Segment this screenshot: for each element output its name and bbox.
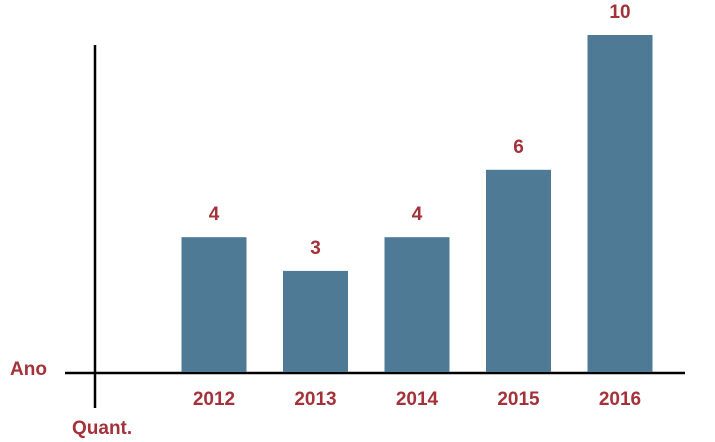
x-tick-label: 2012 bbox=[193, 389, 235, 410]
bar bbox=[181, 237, 247, 372]
x-tick-label: 2014 bbox=[396, 389, 439, 410]
bar bbox=[587, 35, 653, 372]
value-label: 4 bbox=[209, 204, 220, 225]
y-axis-label: Quant. bbox=[72, 418, 132, 439]
x-tick-label: 2013 bbox=[294, 389, 336, 410]
value-label: 6 bbox=[513, 137, 524, 158]
bar bbox=[486, 169, 551, 372]
x-tick-label: 2015 bbox=[497, 389, 540, 410]
value-label: 3 bbox=[310, 238, 321, 259]
bar bbox=[283, 270, 348, 372]
value-label: 10 bbox=[609, 2, 630, 23]
x-axis-label: Ano bbox=[10, 359, 47, 380]
bar bbox=[384, 237, 450, 372]
value-label: 4 bbox=[412, 204, 423, 225]
x-tick-label: 2016 bbox=[599, 389, 641, 410]
